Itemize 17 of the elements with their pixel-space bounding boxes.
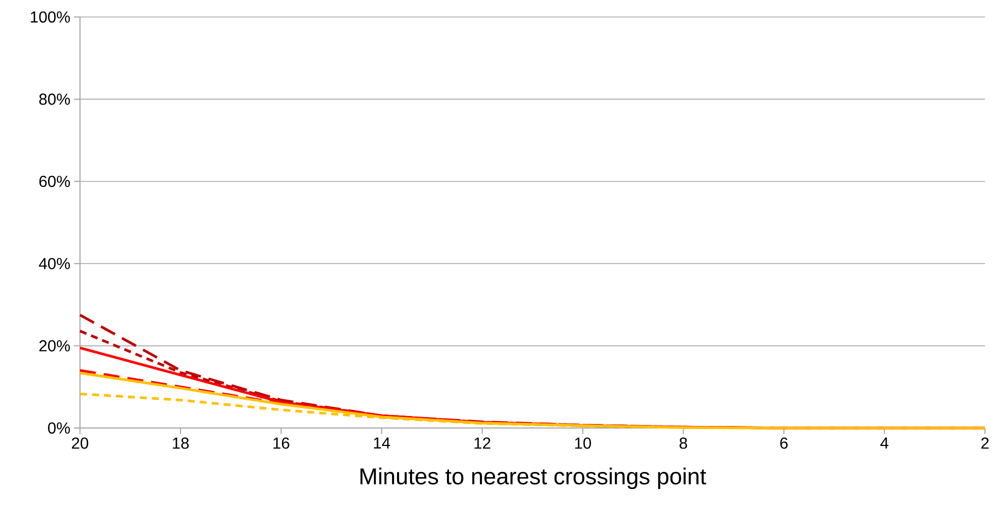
x-tick-label: 20 [72, 438, 88, 449]
x-tick-label: 16 [273, 438, 290, 449]
y-tick-label: 100% [30, 11, 70, 23]
y-tick-label: 60% [39, 176, 70, 188]
y-tick-label: 0% [48, 422, 70, 434]
y-tick-label: 20% [39, 340, 70, 352]
x-tick-label: 18 [172, 438, 189, 449]
x-tick-label: 14 [374, 438, 390, 448]
x-tick-label: 2 [981, 438, 989, 449]
y-tick-label: 80% [39, 94, 70, 105]
x-tick-label: 12 [474, 438, 490, 449]
y-tick-label: 40% [38, 258, 70, 270]
x-axis-title: Minutes to nearest crossings point [360, 468, 706, 489]
x-tick-label: 8 [680, 438, 688, 449]
x-tick-label: 10 [575, 438, 592, 449]
x-tick-label: 6 [780, 438, 788, 449]
x-tick-label: 4 [880, 438, 888, 448]
